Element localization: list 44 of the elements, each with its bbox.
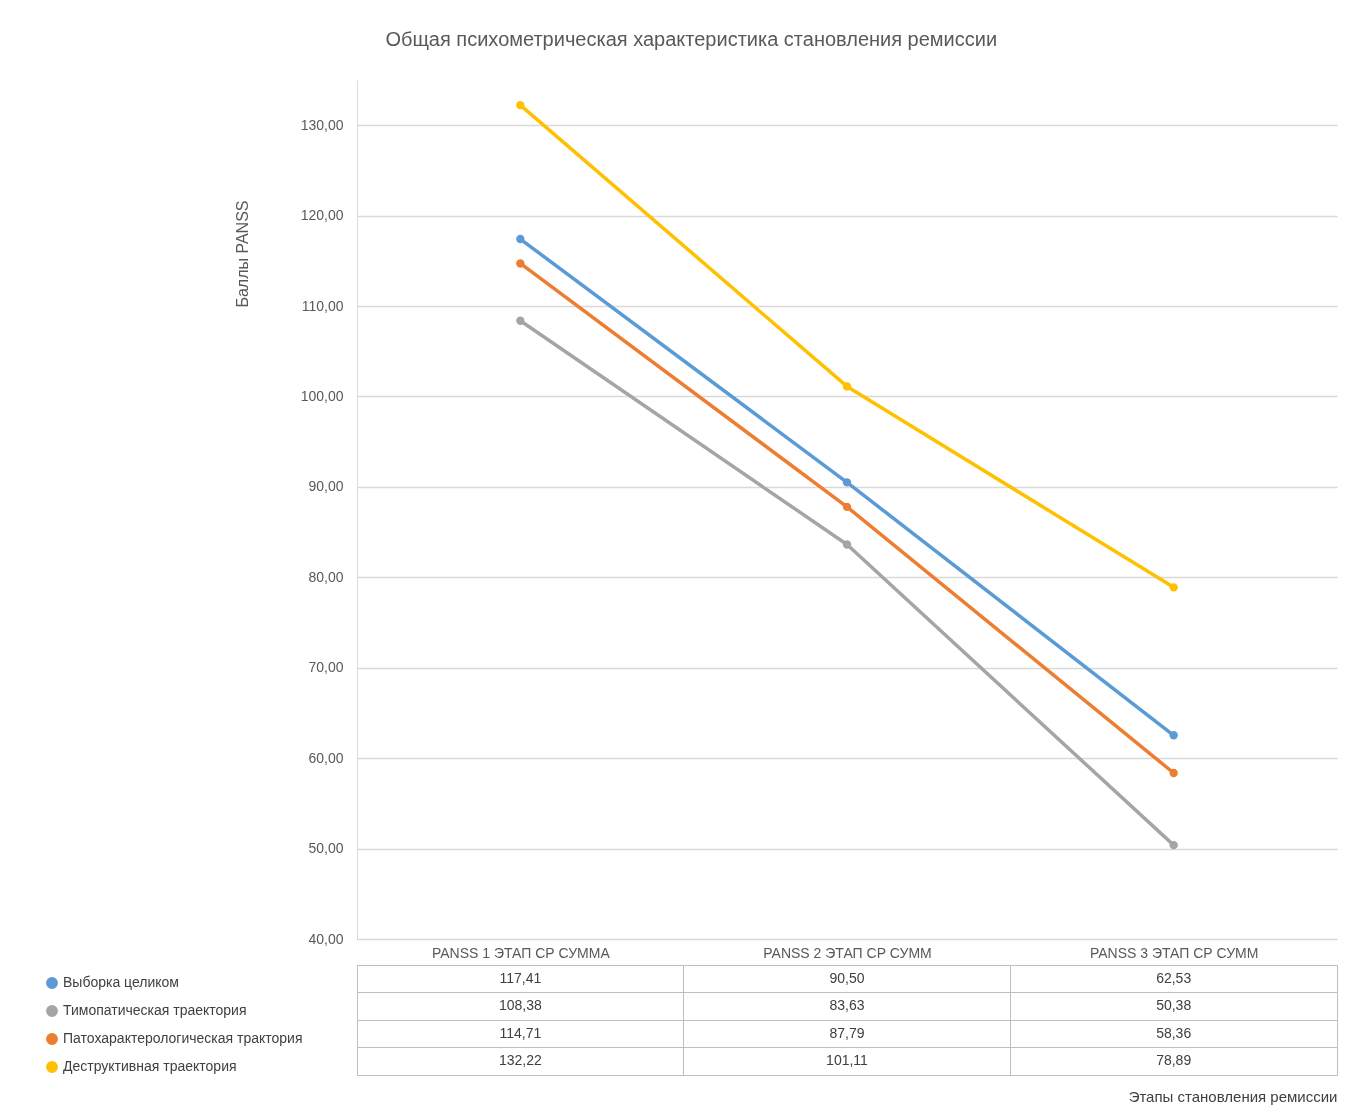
y-tick-label: 120,00 [300,207,344,224]
y-tick-label: 130,00 [300,116,344,133]
y-tick-label: 80,00 [308,568,344,585]
point [1169,731,1178,740]
data-label: 117,41 [499,969,542,986]
data-label: 58,36 [1156,1024,1192,1041]
y-tick-label: 100,00 [300,387,344,404]
legend-label: Выборка целиком [63,974,179,990]
point [516,316,525,325]
data-label: 132,22 [498,1052,542,1069]
point [1169,583,1178,592]
y-tick-label: 70,00 [308,659,344,676]
y-tick-label: 90,00 [308,478,344,495]
data-label: 78,89 [1156,1052,1192,1069]
data-label: 83,63 [829,997,865,1014]
point [1169,840,1178,850]
point [842,502,852,512]
legend-label: Деструктивная траектория [63,1058,237,1074]
y-tick-label: 110,00 [301,297,344,314]
data-label: 108,38 [498,997,542,1014]
point [842,478,852,487]
data-label: 62,53 [1156,969,1192,986]
chart-title: Общая психометрическая характеристика становления ремиссии [385,28,998,50]
point [842,540,852,549]
data-label: 90,50 [829,969,865,986]
x-tick-label: PANSS 2 ЭТАП СР СУММ [763,944,932,961]
legend-label: Тимопатическая траектория [63,1002,247,1018]
text: Этапы становления ремиссии [1128,1087,1338,1105]
data-label: 114,71 [499,1024,542,1041]
x-tick-label: PANSS 3 ЭТАП СР СУММ [1089,944,1259,961]
point [842,382,852,391]
y-tick-label: 50,00 [308,840,344,857]
y-tick-label: 40,00 [308,930,344,947]
data-label: 50,38 [1156,997,1192,1014]
data-label: 101,11 [826,1052,869,1069]
x-tick-label: PANSS 1 ЭТАП СР СУММА [431,944,611,961]
data-label: 87,79 [829,1024,865,1041]
point [1169,768,1178,778]
legend-label: Патохарактерологическая трактория [63,1030,303,1046]
y-tick-label: 60,00 [308,749,344,766]
y-axis-title: Баллы PANSS [233,200,251,308]
point [516,259,525,268]
point [516,234,525,244]
point [516,100,525,110]
